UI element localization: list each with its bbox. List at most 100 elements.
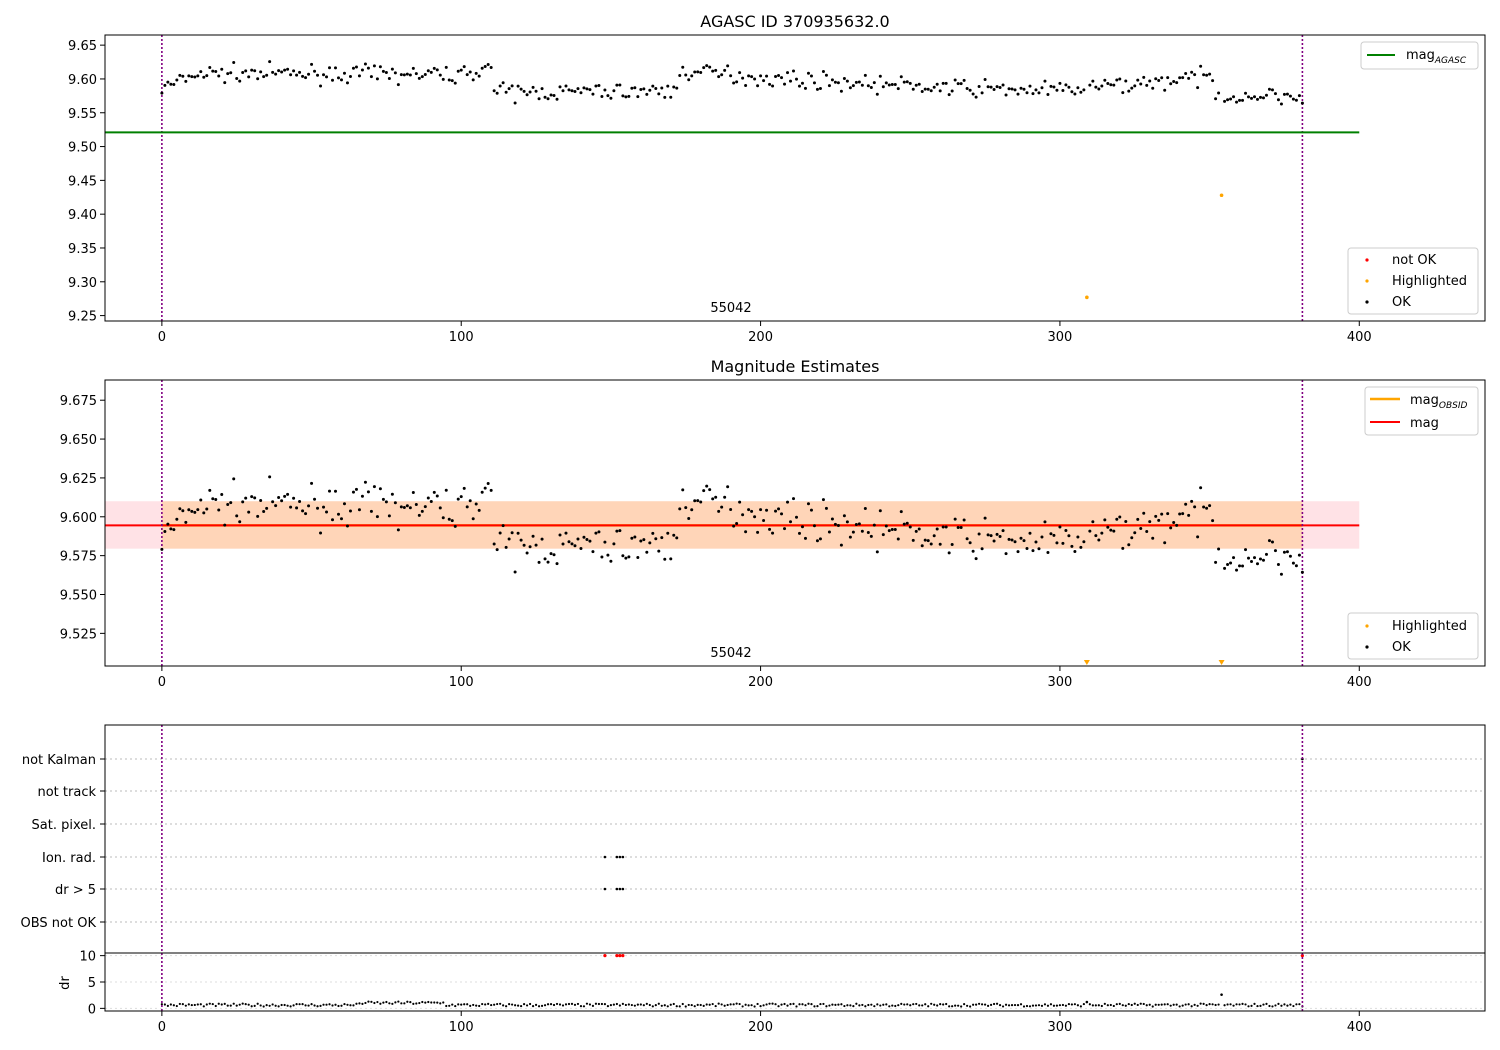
ok-point <box>301 509 305 513</box>
ok-point <box>711 69 715 73</box>
dr-point <box>723 1004 726 1007</box>
ok-point <box>741 513 745 517</box>
dr-point <box>286 1004 289 1007</box>
dr-point <box>789 1003 792 1006</box>
dr-point <box>840 1003 843 1006</box>
dr-point <box>786 1004 789 1007</box>
x-tick-label: 400 <box>1347 675 1372 690</box>
ok-point <box>163 83 167 87</box>
ok-point <box>1106 81 1110 85</box>
ok-point <box>241 500 245 504</box>
dr-point <box>226 1004 229 1007</box>
ok-point <box>1202 73 1206 77</box>
dr-point <box>1211 1003 1214 1006</box>
dr-point <box>511 1003 514 1006</box>
ok-point <box>1151 86 1155 90</box>
ok-point <box>193 75 197 79</box>
ok-point <box>1285 92 1289 96</box>
y-tick-label: 9.550 <box>60 589 97 604</box>
ok-point <box>660 536 664 540</box>
ok-point <box>280 499 284 503</box>
ok-point <box>1279 572 1283 576</box>
dr-point <box>980 1003 984 1006</box>
ok-point <box>345 524 349 528</box>
ok-point <box>1253 556 1257 560</box>
ok-point <box>1264 93 1268 97</box>
ok-point <box>696 499 700 503</box>
ok-point <box>1106 525 1110 529</box>
ok-point <box>588 539 592 543</box>
dr-point <box>1133 1002 1136 1005</box>
dr-point <box>708 1003 711 1006</box>
dr-point <box>873 1005 876 1008</box>
dr-point <box>1022 1005 1026 1008</box>
flag-label: not Kalman <box>22 753 96 768</box>
legend-label-highlighted: Highlighted <box>1392 274 1467 289</box>
ok-point <box>573 90 577 94</box>
ok-point <box>932 534 936 538</box>
ok-point <box>543 557 547 561</box>
ok-point <box>1112 529 1116 533</box>
ok-point <box>1148 520 1152 524</box>
dr-point <box>244 1003 247 1006</box>
ok-point <box>205 507 209 511</box>
dr-point <box>903 1003 906 1006</box>
ok-point <box>196 74 200 78</box>
ok-point <box>576 87 580 91</box>
ok-point <box>923 87 927 91</box>
dr-point <box>936 1004 939 1007</box>
dr-point <box>376 1000 379 1004</box>
dr-point <box>918 1004 921 1007</box>
ok-point <box>513 101 517 105</box>
dr-point <box>400 1002 403 1005</box>
ok-point <box>920 544 924 548</box>
dr-point <box>540 1004 544 1007</box>
ok-point <box>1172 521 1176 525</box>
dr-point <box>744 1003 747 1006</box>
dr-point <box>573 1003 577 1006</box>
ok-point <box>459 68 463 72</box>
ok-point <box>366 66 370 70</box>
dr-point <box>1004 1003 1008 1006</box>
ok-point <box>465 505 469 509</box>
panel3-flag-axis: not Kalman not track Sat. pixel. Ion. rad. d… <box>21 753 105 931</box>
dr-point <box>696 1003 699 1006</box>
ok-point <box>872 81 876 85</box>
ok-point <box>369 75 373 79</box>
ok-point <box>423 73 427 77</box>
ok-point <box>160 547 164 551</box>
ok-point <box>938 542 942 546</box>
ok-point <box>639 87 643 91</box>
ok-point <box>609 96 613 100</box>
flag-label: not track <box>37 785 96 800</box>
ok-point <box>1022 87 1026 91</box>
ok-point <box>702 66 706 70</box>
ok-point <box>1250 96 1254 100</box>
y-tick-label: 9.650 <box>60 433 97 448</box>
ok-point <box>612 542 616 546</box>
dr-point <box>259 1004 262 1007</box>
dr-point <box>1208 1003 1211 1006</box>
ok-point <box>531 534 535 538</box>
dr-point <box>606 1005 610 1008</box>
ok-point <box>411 66 415 70</box>
ok-point <box>1154 77 1158 81</box>
ok-point <box>711 497 715 501</box>
dr-point <box>1055 1004 1059 1007</box>
ok-point <box>295 73 299 77</box>
ok-point <box>543 95 547 99</box>
ok-point <box>534 543 538 547</box>
flag-point <box>615 855 619 859</box>
dr-point <box>1142 1002 1145 1006</box>
ok-point <box>295 506 299 510</box>
ok-point <box>1297 94 1301 98</box>
ok-point <box>911 87 915 91</box>
ok-point <box>836 523 840 527</box>
ok-point <box>1145 530 1149 534</box>
panel1-annotation: 55042 <box>710 301 751 316</box>
ok-point <box>705 484 709 488</box>
ok-point <box>738 500 742 504</box>
ok-point <box>762 519 766 523</box>
dr-point <box>1037 1004 1041 1007</box>
dr-point <box>1151 1005 1154 1008</box>
